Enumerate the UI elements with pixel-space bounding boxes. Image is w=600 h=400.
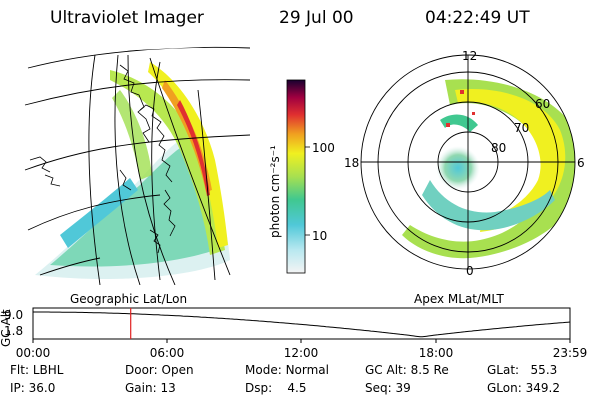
- status-gain: Gain: 13: [125, 381, 176, 395]
- altitude-xtick-0600: 06:00: [150, 346, 185, 360]
- right-panel-caption: Apex MLat/MLT: [414, 292, 504, 306]
- aurora-emission-left: [35, 62, 230, 280]
- aurora-emission-right: [402, 79, 575, 259]
- polar-grid: [360, 54, 576, 270]
- left-panel-caption: Geographic Lat/Lon: [70, 292, 187, 306]
- altitude-ytick-9: 9.0: [4, 308, 23, 322]
- mlt-label-18: 18: [344, 156, 359, 170]
- mlt-label-0: 0: [466, 264, 474, 278]
- status-door: Door: Open: [125, 363, 194, 377]
- altitude-plot-frame: [32, 307, 571, 340]
- altitude-curve: [33, 311, 571, 338]
- mlat-label-60: 60: [535, 97, 550, 111]
- status-mode: Mode: Normal: [245, 363, 329, 377]
- colorbar-label-10: 10: [312, 229, 327, 243]
- status-glat: GLat: 55.3: [487, 363, 558, 377]
- colorbar: [286, 79, 306, 274]
- coastlines: [29, 64, 176, 254]
- altitude-ytick-1: 1.8: [4, 324, 23, 338]
- geographic-grid: [24, 46, 250, 285]
- status-seq: Seq: 39: [365, 381, 411, 395]
- mlat-label-80: 80: [491, 141, 506, 155]
- aurora-hotspots: [446, 90, 475, 127]
- altitude-xtick-0000: 00:00: [16, 346, 51, 360]
- date-label: 29 Jul 00: [279, 8, 354, 28]
- altitude-xtick-1800: 18:00: [419, 346, 454, 360]
- mlt-label-6: 6: [577, 156, 585, 170]
- altitude-ylabel: GC Alt: [0, 309, 13, 347]
- altitude-xtick-1200: 12:00: [284, 346, 319, 360]
- status-ip: IP: 36.0: [10, 381, 56, 395]
- status-dsp: Dsp: 4.5: [245, 381, 307, 395]
- colorbar-unit-label: photon cm⁻²s⁻¹: [268, 145, 282, 238]
- mlat-label-70: 70: [514, 121, 529, 135]
- mlt-label-12: 12: [462, 49, 477, 63]
- altitude-xtick-2359: 23:59: [553, 346, 588, 360]
- instrument-title: Ultraviolet Imager: [50, 8, 204, 28]
- altitude-plot: GC Alt 9.0 1.8 00:00 06:00 12:00 18:00 2…: [0, 307, 588, 360]
- colorbar-label-100: 100: [312, 141, 335, 155]
- status-gcalt: GC Alt: 8.5 Re: [365, 363, 449, 377]
- status-flt: Flt: LBHL: [10, 363, 64, 377]
- geographic-map: [24, 46, 250, 285]
- polar-map: 12 18 6 0 60 70 80: [344, 49, 585, 278]
- time-label: 04:22:49 UT: [425, 8, 530, 28]
- status-glon: GLon: 349.2: [487, 381, 560, 395]
